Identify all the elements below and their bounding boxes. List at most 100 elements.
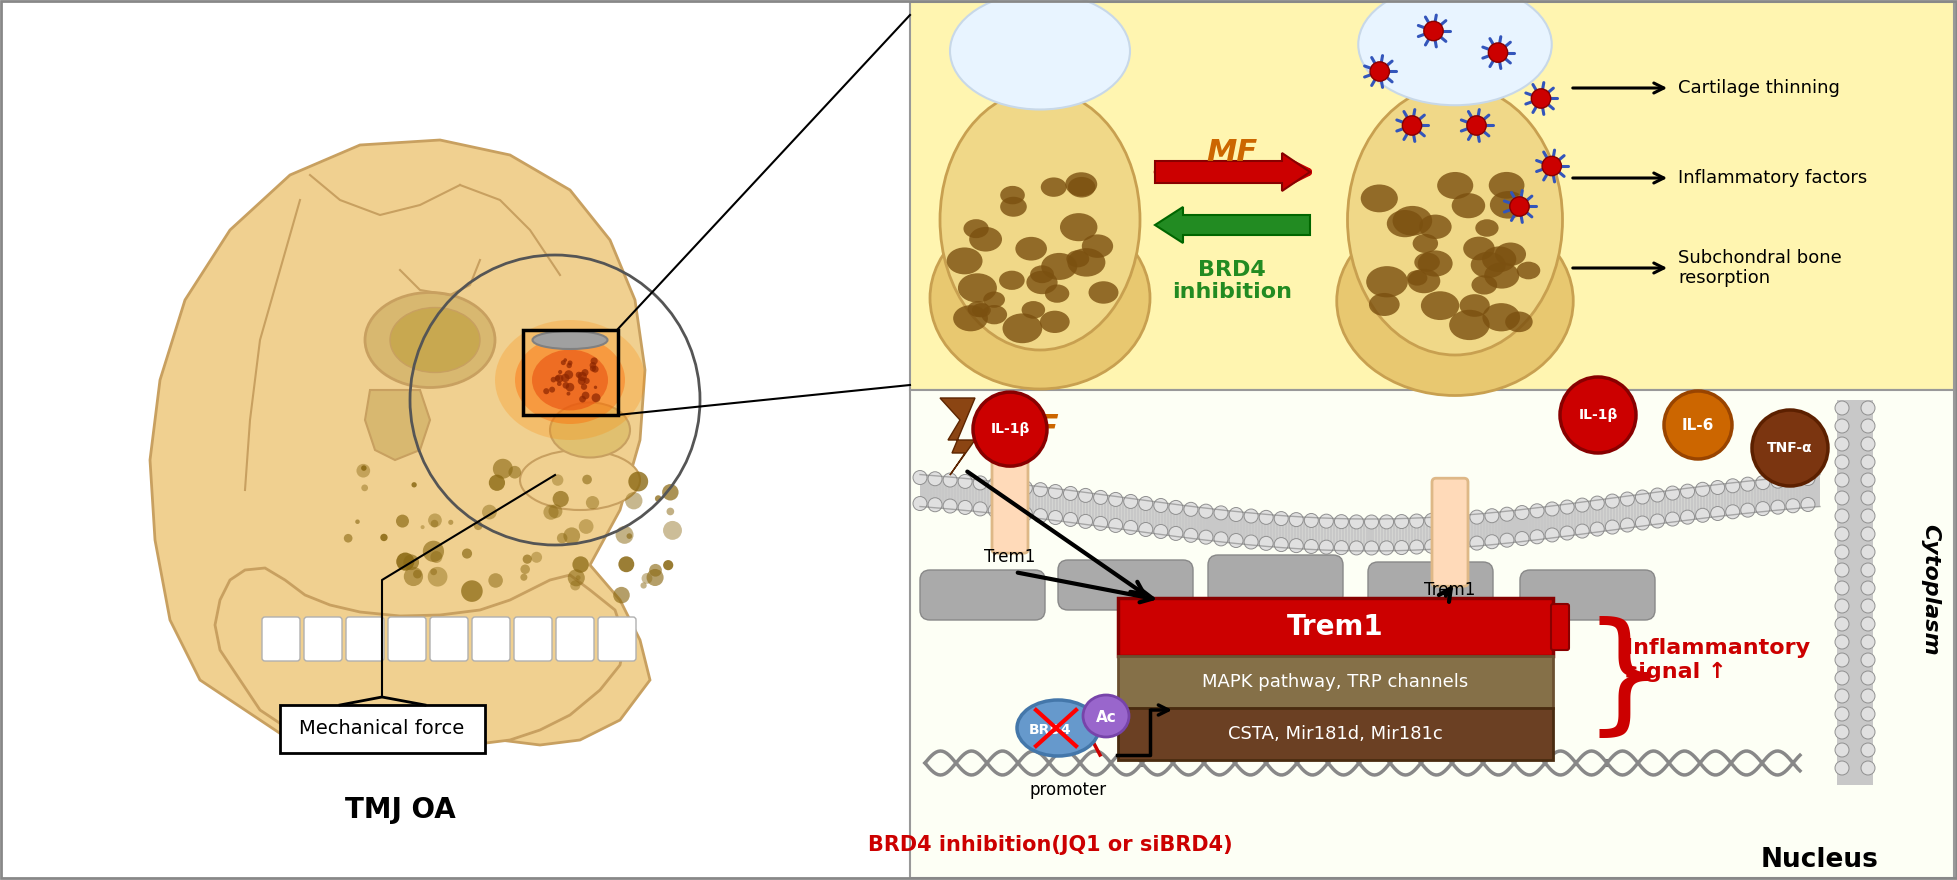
- Circle shape: [1229, 508, 1243, 522]
- Polygon shape: [1728, 483, 1732, 515]
- Polygon shape: [1554, 505, 1558, 538]
- Circle shape: [1859, 653, 1875, 667]
- Circle shape: [1063, 512, 1076, 526]
- Polygon shape: [1761, 480, 1765, 511]
- Circle shape: [591, 393, 601, 402]
- Circle shape: [556, 374, 564, 383]
- Polygon shape: [1530, 508, 1532, 540]
- Circle shape: [509, 466, 521, 479]
- Polygon shape: [1546, 506, 1548, 539]
- Text: TNF-α: TNF-α: [1767, 441, 1812, 455]
- Polygon shape: [1431, 517, 1434, 549]
- Polygon shape: [1129, 498, 1133, 531]
- Polygon shape: [1292, 517, 1296, 548]
- Circle shape: [1834, 491, 1847, 505]
- Polygon shape: [1266, 515, 1268, 546]
- Polygon shape: [1571, 502, 1575, 535]
- Polygon shape: [1468, 515, 1470, 546]
- Polygon shape: [1307, 517, 1311, 549]
- Polygon shape: [1456, 516, 1458, 547]
- Circle shape: [1859, 743, 1875, 757]
- FancyBboxPatch shape: [1117, 656, 1552, 708]
- Polygon shape: [1771, 479, 1773, 510]
- Circle shape: [552, 491, 568, 507]
- Polygon shape: [1560, 504, 1564, 537]
- Polygon shape: [1591, 501, 1593, 533]
- Polygon shape: [1689, 488, 1693, 520]
- Circle shape: [1560, 526, 1573, 540]
- Polygon shape: [1481, 513, 1485, 546]
- Polygon shape: [1368, 519, 1370, 551]
- Circle shape: [912, 471, 926, 485]
- Polygon shape: [1241, 512, 1245, 545]
- Polygon shape: [1693, 487, 1695, 519]
- Circle shape: [1859, 509, 1875, 523]
- Text: }: }: [1581, 617, 1665, 744]
- Polygon shape: [1391, 518, 1395, 551]
- Circle shape: [1528, 503, 1544, 517]
- Circle shape: [1834, 509, 1847, 523]
- Ellipse shape: [1358, 0, 1552, 106]
- Circle shape: [1288, 539, 1303, 553]
- Circle shape: [1834, 419, 1847, 433]
- Circle shape: [1393, 540, 1407, 554]
- Polygon shape: [1380, 519, 1384, 551]
- Circle shape: [1319, 540, 1333, 554]
- Polygon shape: [1687, 488, 1689, 520]
- Polygon shape: [1816, 474, 1820, 507]
- Circle shape: [1002, 505, 1018, 519]
- Ellipse shape: [1022, 301, 1045, 319]
- Polygon shape: [1618, 497, 1620, 529]
- Circle shape: [530, 552, 542, 563]
- Polygon shape: [1722, 483, 1726, 516]
- Polygon shape: [1558, 505, 1560, 537]
- Circle shape: [1834, 581, 1847, 595]
- Polygon shape: [1374, 519, 1378, 551]
- Polygon shape: [1362, 519, 1364, 551]
- Circle shape: [1710, 507, 1724, 520]
- Polygon shape: [1800, 476, 1804, 508]
- Polygon shape: [1536, 508, 1540, 539]
- Circle shape: [1859, 581, 1875, 595]
- Polygon shape: [1540, 507, 1542, 539]
- Circle shape: [548, 504, 562, 518]
- Polygon shape: [1609, 498, 1611, 531]
- Polygon shape: [1626, 495, 1630, 528]
- Polygon shape: [1585, 502, 1587, 533]
- Text: BRD4: BRD4: [1027, 723, 1070, 737]
- FancyArrow shape: [1155, 153, 1309, 191]
- Polygon shape: [1503, 511, 1507, 544]
- Polygon shape: [1190, 506, 1194, 539]
- FancyBboxPatch shape: [910, 2, 1953, 390]
- Polygon shape: [1319, 518, 1323, 550]
- Circle shape: [1650, 514, 1663, 528]
- Circle shape: [1094, 517, 1108, 531]
- Polygon shape: [1323, 518, 1325, 550]
- Ellipse shape: [980, 305, 1006, 325]
- Polygon shape: [1446, 517, 1448, 548]
- Circle shape: [988, 503, 1002, 517]
- Circle shape: [1530, 89, 1550, 108]
- Circle shape: [431, 568, 436, 576]
- Circle shape: [1542, 157, 1560, 176]
- Circle shape: [661, 484, 679, 501]
- Polygon shape: [1305, 517, 1307, 549]
- Polygon shape: [1703, 486, 1705, 518]
- Ellipse shape: [1472, 275, 1497, 295]
- Circle shape: [957, 501, 973, 515]
- Polygon shape: [1260, 514, 1262, 546]
- Ellipse shape: [495, 320, 644, 440]
- Circle shape: [575, 576, 581, 580]
- Ellipse shape: [1041, 178, 1067, 197]
- Polygon shape: [1783, 477, 1787, 510]
- Polygon shape: [1112, 496, 1115, 528]
- Ellipse shape: [971, 303, 990, 318]
- Circle shape: [1679, 484, 1693, 498]
- FancyBboxPatch shape: [303, 617, 342, 661]
- Ellipse shape: [945, 247, 982, 275]
- Polygon shape: [1755, 480, 1759, 512]
- Polygon shape: [1491, 512, 1493, 545]
- Text: promoter: promoter: [1029, 781, 1106, 799]
- Circle shape: [912, 496, 926, 510]
- Text: Nucleus: Nucleus: [1759, 847, 1879, 873]
